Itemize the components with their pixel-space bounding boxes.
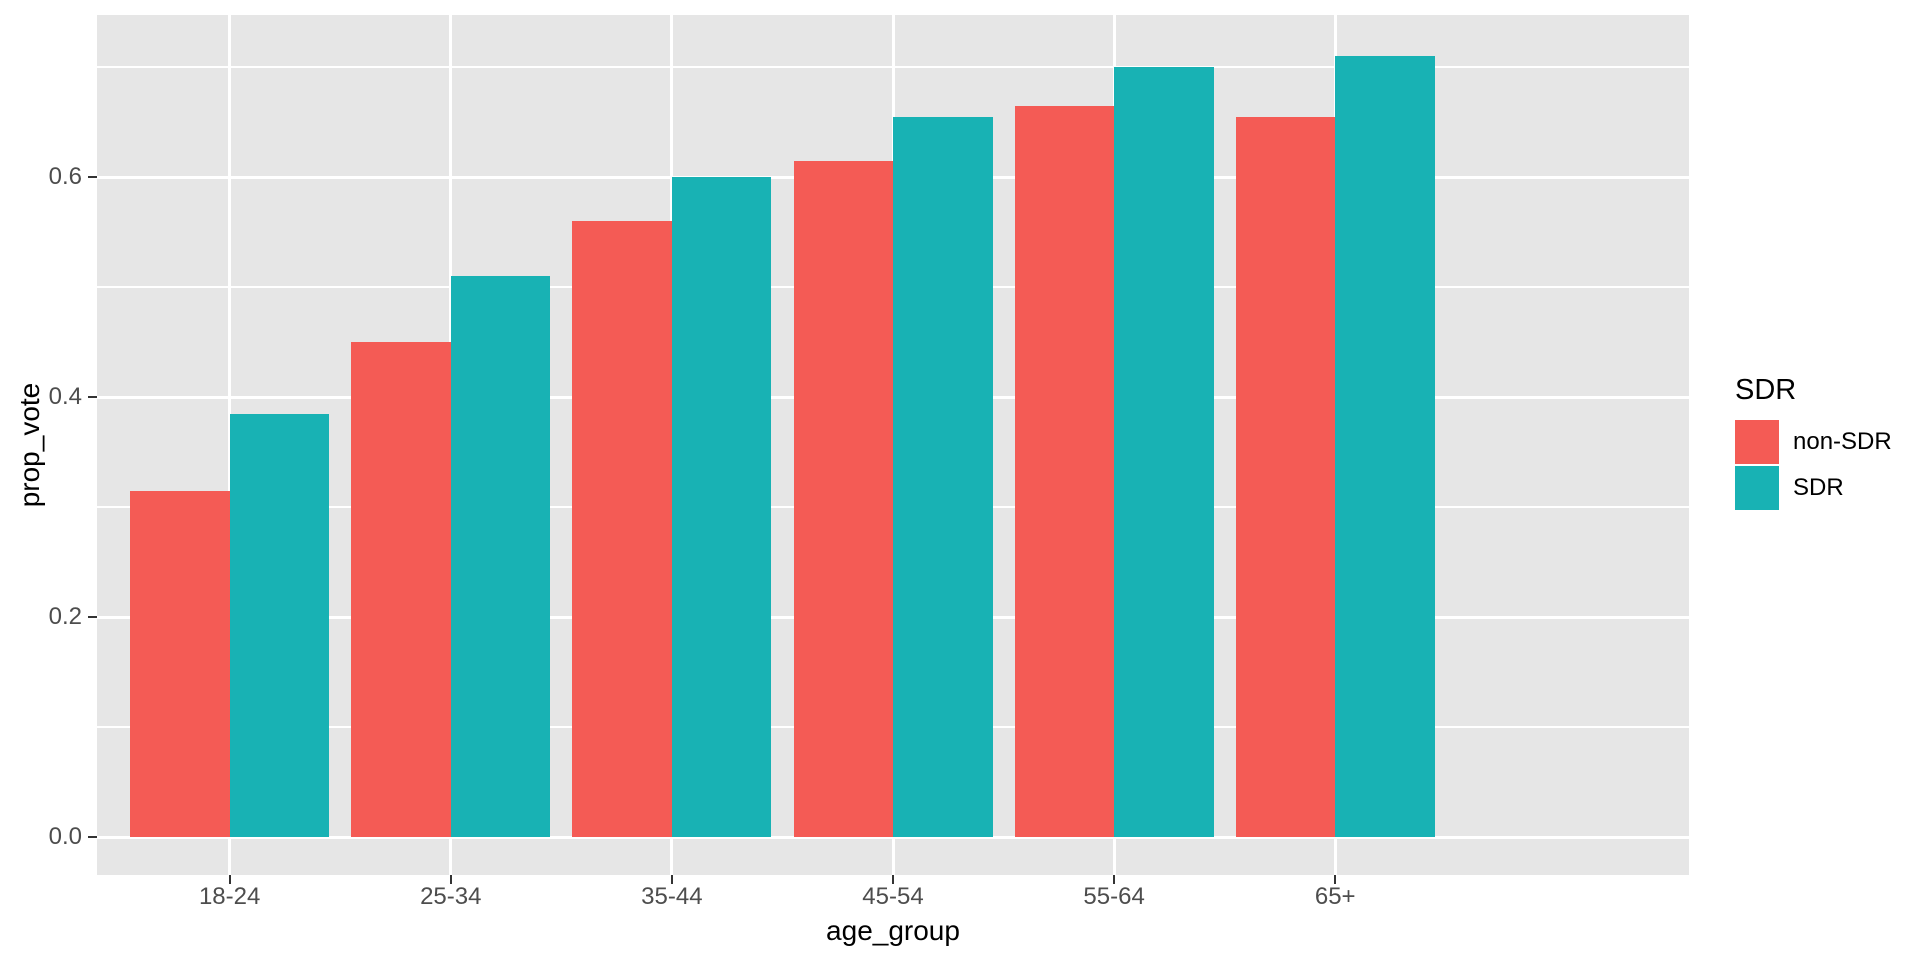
x-tick-label-45-54: 45-54 [862,883,924,910]
legend-key-SDR [1735,466,1779,510]
x-tick-mark [228,875,231,884]
bar-25-34-non-SDR [351,342,451,837]
bar-45-54-non-SDR [793,160,893,837]
x-tick-mark [670,875,673,884]
x-tick-mark [1334,875,1337,884]
x-tick-label-18-24: 18-24 [198,883,261,910]
bar-55-64-SDR [1114,67,1214,837]
legend-title: SDR [1735,374,1797,406]
legend-label-SDR: SDR [1793,474,1844,501]
bar-45-54-SDR [893,116,993,837]
x-tick-mark [449,875,452,884]
y-axis-title: prop_vote [14,382,45,508]
bar-25-34-SDR [450,276,551,837]
x-tick-label-25-34: 25-34 [420,883,482,910]
y-tick-mark [88,836,97,838]
bar-55-64-non-SDR [1014,105,1115,837]
bar-65+-non-SDR [1235,116,1336,837]
y-tick-mark [88,176,97,178]
x-axis-title: age_group [826,915,960,946]
bar-18-24-SDR [229,413,330,837]
y-tick-label: 0.6 [48,163,82,190]
x-tick-label-35-44: 35-44 [641,883,703,910]
legend-key-non-SDR [1735,420,1779,464]
bar-18-24-non-SDR [130,490,230,837]
bar-35-44-non-SDR [572,221,672,837]
x-tick-mark [1113,875,1116,884]
x-tick-label-55-64: 55-64 [1083,883,1145,910]
y-tick-label: 0.2 [48,603,82,630]
x-tick-label-65+: 65+ [1314,883,1356,910]
legend-label-non-SDR: non-SDR [1793,428,1892,455]
x-tick-mark [892,875,894,884]
bar-35-44-SDR [671,177,772,837]
y-tick-label: 0.4 [48,383,82,410]
y-tick-label: 0.0 [48,823,82,850]
y-tick-mark [88,616,97,618]
bar-65+-SDR [1335,56,1435,837]
y-tick-mark [88,396,97,398]
plot-panel [97,15,1689,875]
